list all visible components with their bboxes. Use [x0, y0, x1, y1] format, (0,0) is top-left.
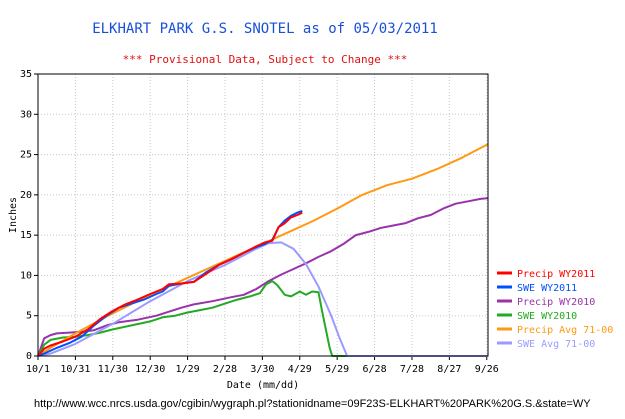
- legend-label: Precip WY2010: [517, 297, 595, 308]
- series-line-precip-wy2010: [37, 197, 489, 357]
- legend-label: SWE Avg 71-00: [517, 339, 595, 350]
- chart-title: ELKHART PARK G.S. SNOTEL as of 05/03/201…: [92, 21, 438, 37]
- chart-subtitle: *** Provisional Data, Subject to Change …: [123, 53, 408, 66]
- source-url[interactable]: http://www.wcc.nrcs.usda.gov/cgibin/wygr…: [34, 398, 591, 410]
- series-line-swe-wy2010: [37, 280, 488, 357]
- y-axis-ticks: 0 5 10 15 20 25 30 35: [20, 69, 38, 362]
- x-tick-label: 8/27: [437, 364, 461, 375]
- legend-label: Precip WY2011: [517, 269, 595, 280]
- y-tick-label: 10: [20, 270, 32, 281]
- x-tick-label: 3/30: [250, 364, 274, 375]
- x-tick-label: 1/29: [176, 364, 200, 375]
- x-axis-ticks: 10/1 10/31 11/30 12/30 1/29 2/28 3/30 4/29 5/29 6…: [26, 356, 499, 375]
- x-tick-label: 10/31: [60, 364, 90, 375]
- series-line-precip-avg-71-00: [37, 143, 489, 357]
- series-line-swe-avg-71-00: [37, 241, 488, 357]
- legend-label: SWE WY2010: [517, 311, 577, 322]
- y-tick-label: 15: [20, 230, 32, 241]
- y-tick-label: 5: [26, 311, 32, 322]
- x-tick-label: 4/29: [288, 364, 312, 375]
- x-tick-label: 5/29: [325, 364, 349, 375]
- x-tick-label: 7/28: [400, 364, 424, 375]
- legend: Precip WY2011 SWE WY2011 Precip WY2010 SWE …: [497, 269, 613, 350]
- y-tick-label: 20: [20, 190, 32, 201]
- y-axis-label: Inches: [8, 197, 19, 233]
- x-tick-label: 11/30: [98, 364, 128, 375]
- x-tick-label: 10/1: [26, 364, 50, 375]
- x-tick-label: 12/30: [135, 364, 165, 375]
- y-tick-label: 25: [20, 150, 32, 161]
- x-tick-label: 2/28: [213, 364, 237, 375]
- y-tick-label: 0: [26, 351, 32, 362]
- legend-label: Precip Avg 71-00: [517, 325, 613, 336]
- grid-lines: [38, 74, 488, 356]
- series-line-precip-wy2011: [37, 211, 303, 357]
- x-axis-label: Date (mm/dd): [227, 380, 299, 391]
- plot-frame: [37, 73, 489, 357]
- legend-label: SWE WY2011: [517, 283, 577, 294]
- x-tick-label: 9/26: [475, 364, 499, 375]
- data-series: [37, 143, 489, 357]
- x-tick-label: 6/28: [363, 364, 387, 375]
- y-tick-label: 35: [20, 69, 32, 80]
- y-tick-label: 30: [20, 109, 32, 120]
